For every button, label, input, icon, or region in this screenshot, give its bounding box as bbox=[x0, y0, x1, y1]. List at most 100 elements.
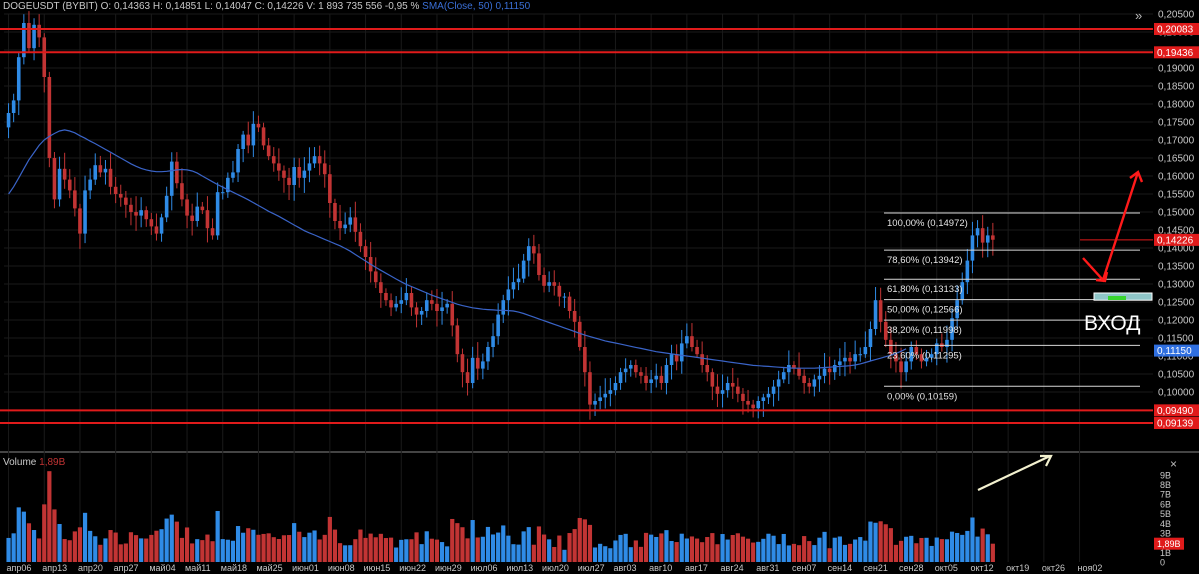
candle-body bbox=[465, 372, 470, 383]
volume-bar bbox=[409, 539, 414, 562]
volume-bar bbox=[445, 546, 450, 562]
volume-bar bbox=[169, 514, 174, 562]
y-tick-label: 0,20500 bbox=[1158, 10, 1195, 21]
candle-body bbox=[812, 379, 817, 387]
x-tick-label: май04 bbox=[149, 563, 175, 573]
volume-bar bbox=[802, 536, 807, 562]
volume-bar bbox=[679, 533, 684, 562]
candle-body bbox=[180, 183, 184, 200]
ohlc-readout: O: 0,14363 H: 0,14851 L: 0,14047 C: 0,14… bbox=[100, 1, 420, 12]
volume-bar bbox=[11, 533, 16, 562]
candle-body bbox=[266, 145, 271, 157]
candle-body bbox=[27, 23, 31, 49]
volume-bar bbox=[164, 518, 169, 562]
candle-body bbox=[88, 179, 92, 191]
candle-body bbox=[460, 354, 465, 373]
close-volume-icon[interactable]: × bbox=[1170, 457, 1178, 471]
candle-body bbox=[47, 77, 52, 158]
volume-bar bbox=[980, 528, 985, 562]
volume-bar bbox=[424, 531, 429, 562]
candle-body bbox=[552, 282, 557, 286]
candle-body bbox=[628, 365, 633, 369]
volume-bar bbox=[638, 546, 644, 562]
volume-bar bbox=[373, 537, 378, 562]
volume-bar bbox=[827, 548, 832, 562]
candle-body bbox=[282, 170, 286, 178]
volume-bar bbox=[633, 540, 638, 562]
x-tick-label: ноя02 bbox=[1078, 563, 1103, 573]
volume-bar bbox=[98, 544, 103, 562]
candle-body bbox=[654, 375, 659, 380]
candle-body bbox=[470, 357, 475, 383]
volume-bar bbox=[77, 527, 83, 562]
volume-bar bbox=[286, 535, 292, 562]
candle-body bbox=[389, 300, 393, 308]
volume-bar bbox=[297, 531, 302, 562]
candle-body bbox=[746, 401, 750, 405]
volume-bar bbox=[807, 541, 812, 562]
x-tick-label: июн29 bbox=[435, 563, 462, 573]
volume-bar bbox=[547, 539, 552, 562]
volume-bar bbox=[598, 543, 603, 562]
volume-bar bbox=[557, 535, 562, 562]
volume-bar bbox=[562, 549, 567, 562]
candle-body bbox=[399, 300, 404, 304]
candle-body bbox=[210, 228, 215, 236]
x-tick-label: май25 bbox=[256, 563, 282, 573]
candle-body bbox=[736, 386, 740, 394]
x-tick-label: июн15 bbox=[364, 563, 391, 573]
expand-panel-icon[interactable]: » bbox=[1135, 8, 1143, 23]
arrow-head-up bbox=[1129, 170, 1144, 183]
candle-body bbox=[67, 179, 72, 191]
volume-bar bbox=[93, 536, 98, 562]
x-tick-label: июн01 bbox=[292, 563, 319, 573]
volume-bar bbox=[694, 538, 700, 562]
volume-bar bbox=[725, 539, 730, 562]
level-price-tag bbox=[1154, 404, 1199, 417]
candle-body bbox=[73, 190, 77, 209]
level-price-tag bbox=[1154, 416, 1199, 429]
candle-body bbox=[124, 197, 128, 205]
candle-body bbox=[164, 195, 169, 218]
candle-body bbox=[379, 282, 383, 293]
volume-bar bbox=[664, 530, 669, 562]
level-price-label: 0,19436 bbox=[1157, 48, 1194, 59]
candle-body bbox=[343, 224, 347, 229]
y-tick-label: 0,15000 bbox=[1158, 208, 1195, 219]
candle-body bbox=[394, 303, 398, 308]
y-tick-label: 0,12000 bbox=[1158, 316, 1195, 327]
candle-body bbox=[572, 311, 577, 322]
candle-body bbox=[108, 168, 113, 187]
volume-bar bbox=[720, 534, 725, 562]
volume-bar bbox=[480, 536, 485, 562]
candle-body bbox=[287, 177, 291, 185]
y-tick-label: 0,10500 bbox=[1158, 370, 1195, 381]
candle-body bbox=[491, 336, 495, 347]
candle-body bbox=[991, 235, 995, 240]
chart-header: DOGEUSDT (BYBIT) O: 0,14363 H: 0,14851 L… bbox=[3, 1, 530, 12]
volume-bar bbox=[914, 543, 919, 562]
candle-body bbox=[914, 347, 919, 355]
volume-bar bbox=[511, 544, 516, 562]
volume-tick-label: 0 bbox=[1160, 558, 1165, 568]
volume-bar bbox=[261, 533, 266, 562]
volume-bar bbox=[756, 541, 761, 562]
volume-bar bbox=[776, 544, 781, 562]
candle-body bbox=[200, 206, 205, 211]
volume-bar bbox=[144, 538, 149, 562]
candle-body bbox=[679, 343, 684, 362]
volume-bar bbox=[327, 516, 332, 562]
candle-body bbox=[139, 210, 143, 216]
volume-bar bbox=[853, 539, 858, 562]
candle-body bbox=[501, 300, 506, 315]
volume-bar bbox=[470, 520, 475, 562]
volume-bar bbox=[771, 535, 776, 562]
volume-bar bbox=[592, 547, 598, 562]
candle-body bbox=[562, 296, 567, 298]
candle-body bbox=[924, 357, 929, 362]
y-tick-label: 0,19000 bbox=[1158, 64, 1195, 75]
candle-body bbox=[756, 401, 761, 409]
candle-body bbox=[134, 212, 138, 216]
volume-bar bbox=[888, 528, 893, 562]
